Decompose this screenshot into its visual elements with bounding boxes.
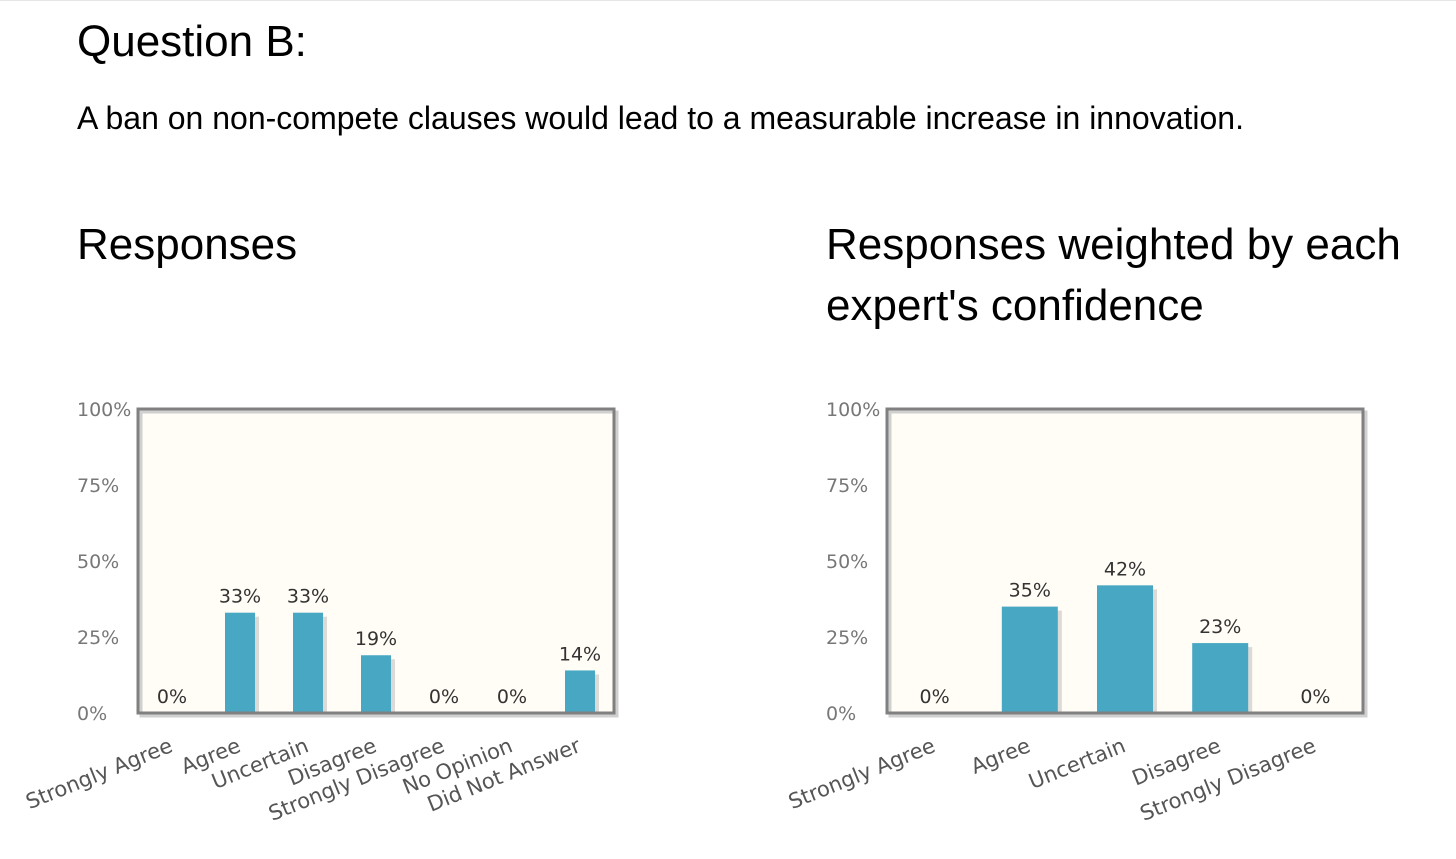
data-label: 0%	[429, 686, 459, 708]
data-label: 33%	[287, 586, 329, 608]
data-label: 19%	[355, 628, 397, 650]
data-label: 23%	[1199, 616, 1241, 638]
top-divider	[0, 0, 1456, 1]
y-tick-label: 75%	[826, 475, 868, 497]
question-text: A ban on non-compete clauses would lead …	[77, 100, 1244, 136]
data-label: 35%	[1009, 580, 1051, 602]
y-tick-label: 25%	[77, 627, 119, 649]
bar-disagree	[1192, 643, 1249, 713]
data-label: 0%	[497, 686, 527, 708]
bar-did-not-answer	[565, 670, 595, 713]
y-tick-label: 50%	[77, 551, 119, 573]
chart-title-responses: Responses	[77, 220, 298, 269]
x-tick-label: Agree	[967, 733, 1033, 778]
bar-uncertain	[1097, 585, 1153, 713]
y-tick-label: 75%	[77, 475, 119, 497]
y-tick-label: 50%	[826, 551, 868, 573]
question-title: Question B:	[77, 17, 307, 66]
chart-title-weighted: Responses weighted by each expert's conf…	[826, 220, 1401, 330]
y-tick-label: 25%	[826, 627, 868, 649]
y-tick-label: 0%	[826, 703, 856, 725]
x-tick-label: Strongly Agree	[785, 733, 939, 814]
data-label: 14%	[559, 643, 601, 665]
data-label: 33%	[219, 586, 261, 608]
bar-uncertain	[293, 612, 323, 713]
plot-frame-shadow	[139, 410, 619, 718]
data-label: 42%	[1104, 558, 1146, 580]
responses-bar-chart: 0%25%50%75%100%0%Strongly Agree33%Agree3…	[22, 399, 619, 826]
data-label: 0%	[920, 686, 950, 708]
data-label: 0%	[1300, 686, 1330, 708]
bar-agree	[1001, 606, 1058, 713]
bar-agree	[225, 612, 255, 713]
plot-frame-shadow	[888, 410, 1368, 718]
plot-frame	[885, 407, 1365, 715]
y-tick-label: 100%	[77, 399, 131, 421]
bar-disagree	[361, 655, 391, 713]
plot-frame	[136, 407, 616, 715]
data-label: 0%	[157, 686, 187, 708]
x-tick-label: Uncertain	[1025, 733, 1129, 793]
y-tick-label: 0%	[77, 703, 107, 725]
y-tick-label: 100%	[826, 399, 880, 421]
